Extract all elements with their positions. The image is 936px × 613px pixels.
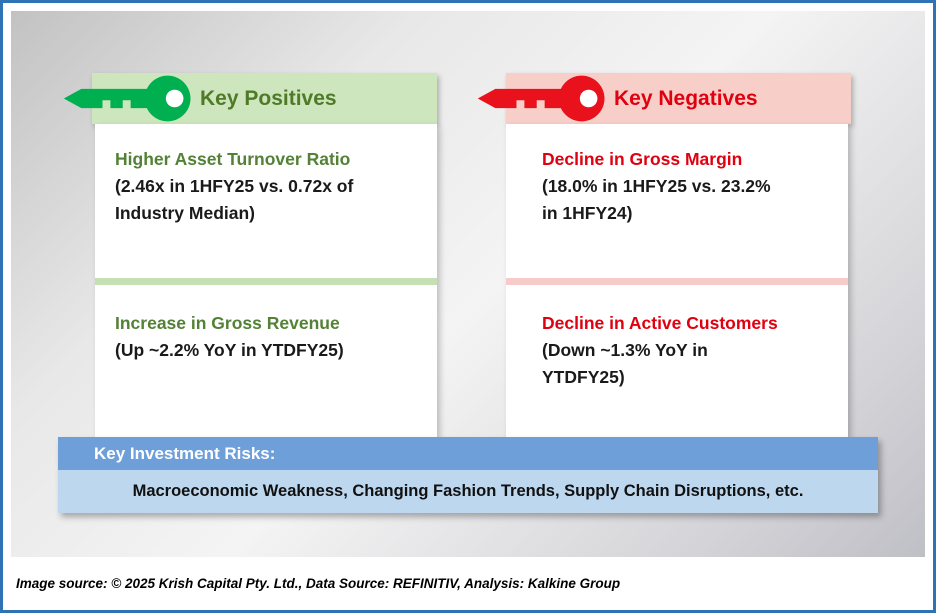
positive-item-title: Higher Asset Turnover Ratio [115,149,351,169]
positive-item-detail: (Up ~2.2% YoY in YTDFY25) [115,340,344,361]
footer: Image source: © 2025 Krish Capital Pty. … [3,557,933,610]
negative-item-detail: (Down ~1.3% YoY in YTDFY25) [542,340,708,388]
canvas-background: Key Positives Higher Asset Turnover Rati… [11,11,925,557]
key-positives-title: Key Positives [200,86,337,110]
negative-item-title: Decline in Active Customers [542,313,778,333]
negative-item: Decline in Gross Margin (18.0% in 1HFY25… [542,146,834,227]
positives-divider [95,278,437,285]
key-positives-card: Higher Asset Turnover Ratio (2.46x in 1H… [95,124,437,437]
key-positives-header: Key Positives [63,73,437,124]
investment-risks-body: Macroeconomic Weakness, Changing Fashion… [58,470,878,513]
investment-risks-header-label: Key Investment Risks: [94,443,276,463]
investment-risks-text: Macroeconomic Weakness, Changing Fashion… [132,482,804,500]
positive-item: Higher Asset Turnover Ratio (2.46x in 1H… [115,146,423,227]
image-source-text: Image source: © 2025 Krish Capital Pty. … [16,576,621,591]
key-negatives-title: Key Negatives [614,86,758,110]
investment-risks-panel: Key Investment Risks: Macroeconomic Weak… [58,437,878,513]
investment-risks-header: Key Investment Risks: [58,437,878,470]
positive-item-detail: (2.46x in 1HFY25 vs. 0.72x of Industry M… [115,176,354,224]
negative-item-detail: (18.0% in 1HFY25 vs. 23.2% in 1HFY24) [542,176,771,224]
key-negatives-card: Decline in Gross Margin (18.0% in 1HFY25… [506,124,848,437]
key-negatives-header: Key Negatives [477,73,851,124]
green-key-icon [62,71,194,126]
negative-item: Decline in Active Customers (Down ~1.3% … [542,310,834,391]
red-key-icon [476,71,608,126]
negative-item-title: Decline in Gross Margin [542,149,743,169]
positive-item: Increase in Gross Revenue (Up ~2.2% YoY … [115,310,423,364]
positive-item-title: Increase in Gross Revenue [115,313,340,333]
negatives-divider [506,278,848,285]
